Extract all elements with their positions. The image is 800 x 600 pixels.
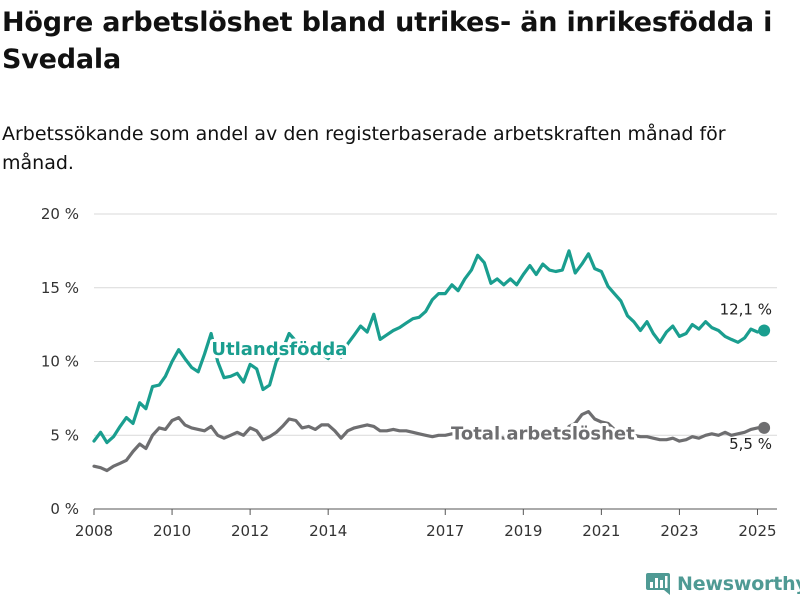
- y-tick-label: 15 %: [41, 279, 79, 297]
- x-tick-label: 2012: [231, 522, 269, 540]
- series-endpoint: [758, 421, 771, 434]
- x-tick-label: 2017: [426, 522, 464, 540]
- series-labels: 12,1 %5,5 %UtlandsföddaUtlandsföddaTotal…: [208, 301, 772, 453]
- x-tick-label: 2023: [660, 522, 698, 540]
- newsworthy-brand: Newsworthy: [645, 569, 800, 599]
- y-tick-label: 0 %: [50, 500, 79, 518]
- series-endpoint: [758, 324, 771, 337]
- y-tick-label: 20 %: [41, 205, 79, 223]
- series-end-label: 5,5 %: [729, 435, 772, 453]
- series-name-label: Total arbetslöshet: [451, 423, 635, 444]
- x-tick-label: 2008: [75, 522, 113, 540]
- series-name-halo: Utlandsfödda: [211, 339, 347, 360]
- y-tick-label: 5 %: [50, 426, 79, 444]
- series-name-label: Utlandsfödda: [211, 339, 347, 360]
- series-line-utlandsfodda: [92, 249, 766, 445]
- y-axis-ticks: 0 % 5 % 10 % 15 % 20 %: [41, 205, 79, 518]
- series-name-halo: Total arbetslöshet: [451, 423, 635, 444]
- brand-name: Newsworthy: [677, 573, 800, 595]
- newsworthy-logo-icon: [646, 573, 670, 595]
- y-tick-label: 10 %: [41, 353, 79, 371]
- chart-title: Högre arbetslöshet bland utrikes- än inr…: [2, 7, 773, 75]
- series-line-total: [92, 410, 766, 473]
- chart-subtitle: Arbetssökande som andel av den registerb…: [2, 123, 726, 174]
- x-tick-label: 2019: [504, 522, 542, 540]
- series-end-label: 12,1 %: [720, 301, 772, 319]
- x-tick-label: 2014: [309, 522, 347, 540]
- x-axis-ticks: 2008 2010 2012 2014 2017 2019 2021 2023 2025: [75, 509, 777, 540]
- x-tick-label: 2021: [582, 522, 620, 540]
- series-lines: [92, 249, 771, 473]
- gridlines: [94, 213, 777, 510]
- x-tick-label: 2025: [738, 522, 776, 540]
- x-tick-label: 2010: [153, 522, 191, 540]
